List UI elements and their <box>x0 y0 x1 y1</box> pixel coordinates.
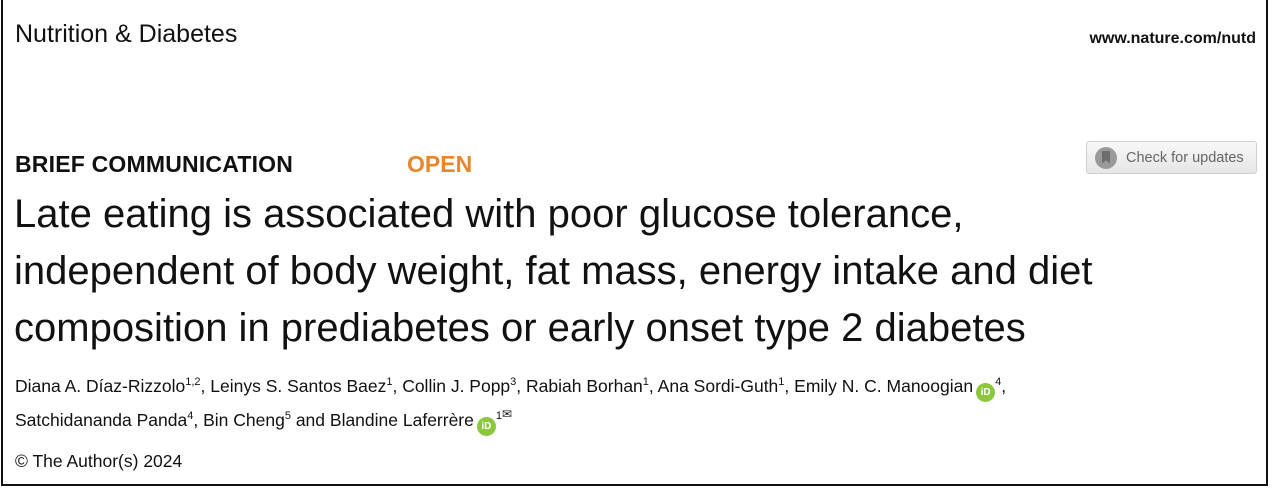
copyright: © The Author(s) 2024 <box>15 451 183 471</box>
affiliation-ref: 1 <box>495 410 502 422</box>
page-frame <box>1 0 1268 486</box>
author-link[interactable]: Leinys S. Santos Baez <box>210 376 387 396</box>
article-type: BRIEF COMMUNICATION <box>15 151 294 177</box>
separator: , <box>784 376 795 396</box>
affiliation-ref: 5 <box>284 410 291 422</box>
open-access-badge: OPEN <box>407 151 473 177</box>
author-link[interactable]: Collin J. Popp <box>402 376 511 396</box>
affiliation-ref: 1 <box>386 376 393 388</box>
author-link[interactable]: Bin Cheng <box>203 410 285 430</box>
title-line: composition in prediabetes or early onse… <box>14 306 1026 350</box>
title-line: Late eating is associated with poor gluc… <box>14 192 964 236</box>
article-title: Late eating is associated with poor gluc… <box>14 186 1093 357</box>
affiliation-ref: 4 <box>995 376 1002 388</box>
affiliation-ref: 3 <box>510 376 517 388</box>
affiliation-ref: 1,2 <box>185 376 201 388</box>
separator: and <box>290 410 330 430</box>
bookmark-icon <box>1095 146 1117 169</box>
separator: , <box>392 376 403 396</box>
orcid-icon[interactable]: iD <box>976 383 996 402</box>
author-link[interactable]: Rabiah Borhan <box>526 376 643 396</box>
orcid-icon[interactable]: iD <box>476 417 496 436</box>
check-for-updates-label: Check for updates <box>1126 149 1244 166</box>
author-link[interactable]: Emily N. C. Manoogian <box>794 376 974 396</box>
author-link[interactable]: Satchidananda Panda <box>15 410 188 430</box>
affiliation-ref: 1 <box>778 376 785 388</box>
author-link[interactable]: Diana A. Díaz-Rizzolo <box>15 376 186 396</box>
author-link[interactable]: Ana Sordi-Guth <box>657 376 779 396</box>
separator: , <box>1001 376 1007 396</box>
check-for-updates-button[interactable]: Check for updates <box>1086 141 1257 174</box>
email-icon[interactable]: ✉ <box>502 407 513 421</box>
author-list: Diana A. Díaz-Rizzolo1,2, Leinys S. Sant… <box>15 374 1006 436</box>
separator: , <box>648 376 658 396</box>
separator: , <box>516 376 527 396</box>
separator: , <box>193 410 204 430</box>
journal-name: Nutrition & Diabetes <box>15 20 238 48</box>
separator: , <box>200 376 211 396</box>
affiliation-ref: 4 <box>187 410 194 422</box>
author-link[interactable]: Blandine Laferrère <box>329 410 474 430</box>
affiliation-ref: 1 <box>642 376 649 388</box>
journal-url-link[interactable]: www.nature.com/nutd <box>1089 30 1256 47</box>
title-line: independent of body weight, fat mass, en… <box>14 249 1093 293</box>
